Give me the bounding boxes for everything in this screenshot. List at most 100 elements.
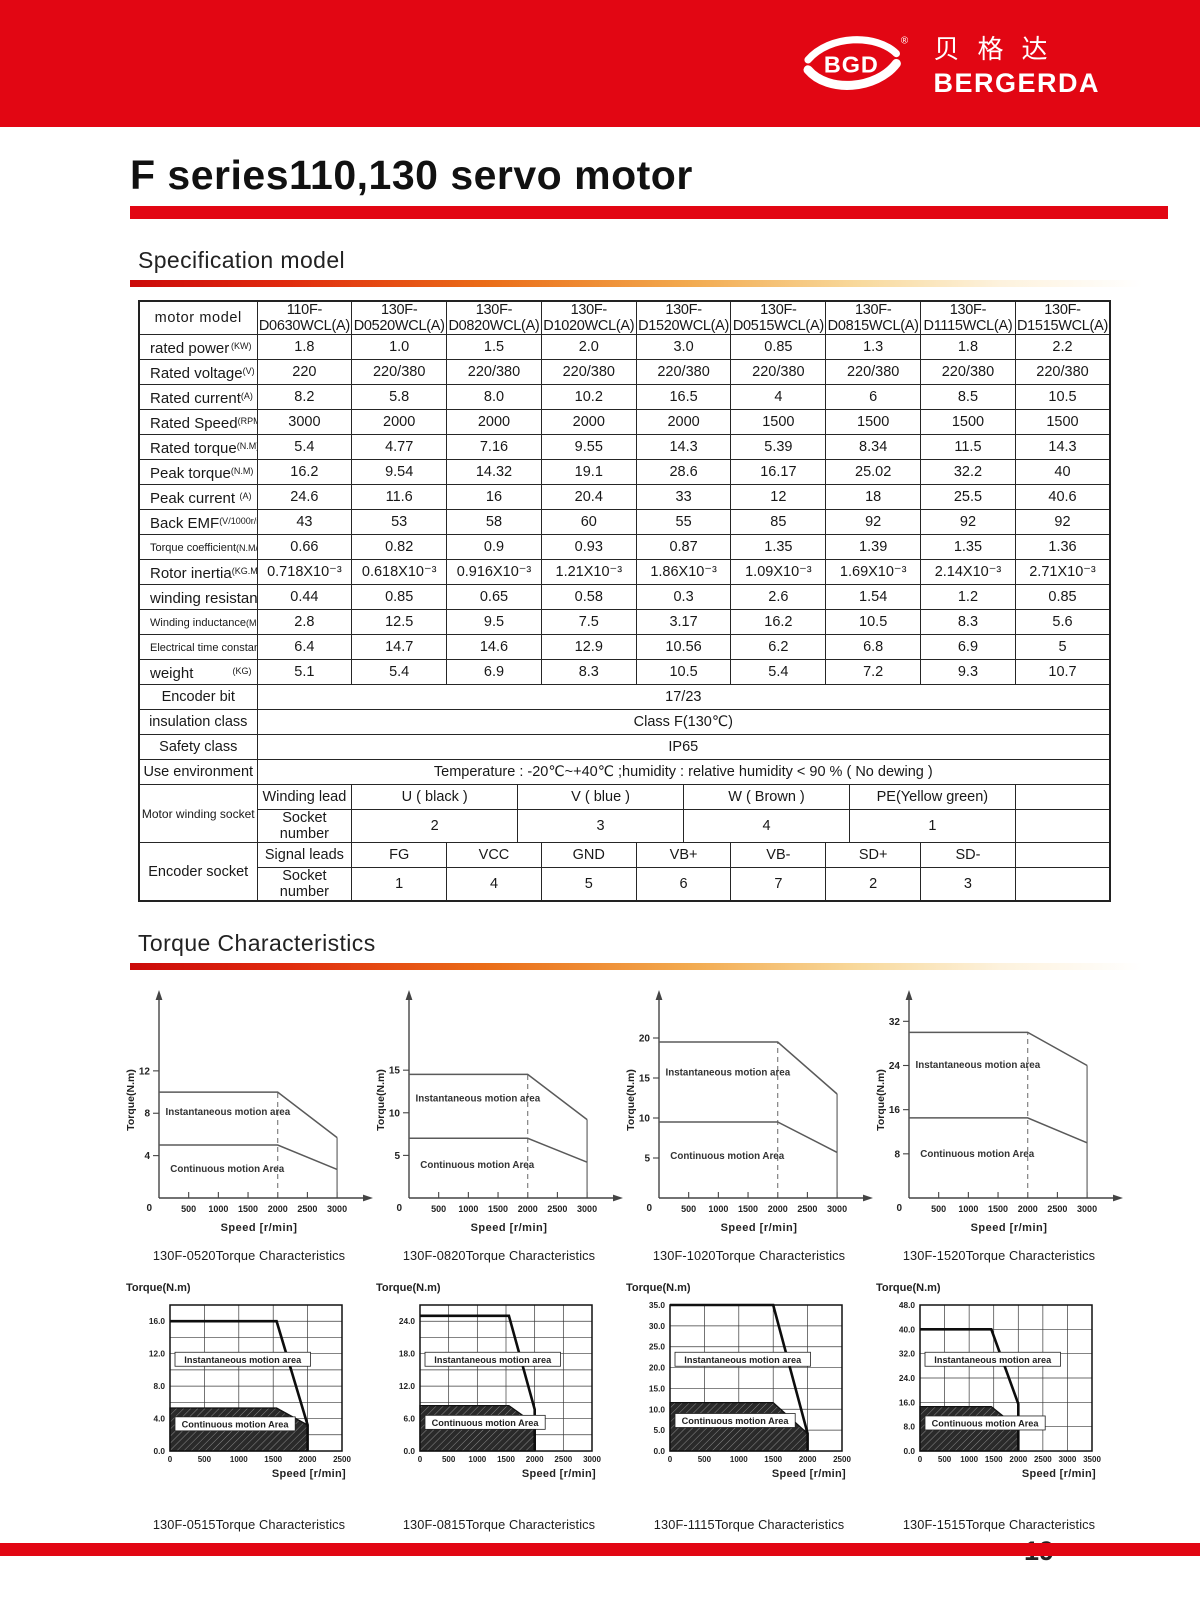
table-header-row: motor model 110F-D0630WCL(A) 130F-D0520WCL… (138, 300, 1111, 335)
chart-canvas: 0.0 6.0 12.0 18.0 24.0 0 500 1000 1500 2000 2500 30… (376, 1282, 601, 1480)
socket-cell: 2 (351, 809, 519, 843)
sub-label: Socket number (256, 809, 353, 843)
spec-value-cell: 0.58 (540, 584, 637, 610)
spec-value-cell: 4.77 (351, 434, 448, 460)
socket-cell: VB+ (635, 842, 732, 868)
svg-text:2500: 2500 (833, 1455, 851, 1464)
brand-chinese-name: 贝格达 (933, 33, 1066, 64)
svg-text:20: 20 (639, 1034, 651, 1045)
torque-charts-row-2: 0.0 4.0 8.0 12.0 16.0 0 500 1000 1500 2000 2500 Tor… (124, 1277, 1200, 1532)
svg-text:8: 8 (894, 1149, 900, 1160)
spec-value-cell: 92 (920, 509, 1016, 535)
svg-text:500: 500 (431, 1204, 446, 1214)
spec-value-cell: 16.5 (635, 384, 732, 410)
chart-caption: 130F-0520Torque Characteristics (152, 1248, 346, 1263)
svg-text:10.0: 10.0 (649, 1404, 666, 1414)
empty-cell (1014, 809, 1111, 843)
spec-value-cell: 2000 (351, 409, 448, 435)
section-heading-specification: Specification model (138, 247, 346, 273)
svg-text:1500: 1500 (985, 1455, 1003, 1464)
svg-text:0: 0 (896, 1203, 902, 1214)
spec-value-cell: 24.6 (256, 484, 353, 510)
torque-chart-130F-1020: 0 500 1000 1500 2000 2500 3000 5 10 15 20 Instantan… (624, 978, 874, 1263)
svg-text:Torque(N.m): Torque(N.m) (125, 1069, 137, 1131)
svg-text:48.0: 48.0 (899, 1300, 916, 1310)
spec-value-cell: 25.5 (920, 484, 1016, 510)
row-label: Torque coefficient(N.M/A) (138, 534, 258, 560)
spec-value-cell: 12 (730, 484, 827, 510)
spec-span-value: IP65 (256, 734, 1111, 760)
svg-text:5.0: 5.0 (653, 1425, 665, 1435)
torque-charts-row-1: 0 500 1000 1500 2000 2500 3000 4 8 12 Instantaneou… (124, 978, 1200, 1263)
spec-value-cell: 9.55 (540, 434, 637, 460)
chart-canvas: 0.0 8.0 16.0 24.0 32.0 40.0 48.0 0 500 1000 1500 20… (876, 1282, 1101, 1480)
torque-chart-130F-1515: 0.0 8.0 16.0 24.0 32.0 40.0 48.0 0 500 1000 1500 20… (874, 1277, 1124, 1532)
socket-row: Socket number 1 4 5 6 7 2 3 (139, 867, 1111, 902)
svg-text:40.0: 40.0 (899, 1324, 916, 1334)
svg-text:1500: 1500 (264, 1455, 282, 1464)
socket-cell: W ( Brown ) (683, 784, 850, 810)
spec-value-cell: 5.8 (351, 384, 448, 410)
spec-value-cell: 14.6 (446, 634, 542, 660)
torque-chart-130F-0815: 0.0 6.0 12.0 18.0 24.0 0 500 1000 1500 2000 2500 30… (374, 1277, 624, 1532)
row-label: Rotor inertia(KG.M²) (138, 559, 258, 585)
socket-cell: 4 (446, 867, 542, 902)
svg-text:Torque(N.m): Torque(N.m) (625, 1069, 637, 1131)
spec-value-cell: 0.3 (635, 584, 732, 610)
svg-text:0: 0 (396, 1203, 402, 1214)
svg-text:3000: 3000 (827, 1204, 847, 1214)
chart-caption: 130F-1520Torque Characteristics (902, 1248, 1096, 1263)
spec-value-cell: 0.93 (540, 534, 637, 560)
chart-caption: 130F-1020Torque Characteristics (652, 1248, 846, 1263)
spec-value-cell: 1.8 (256, 334, 353, 360)
spec-value-cell: 1500 (1014, 409, 1111, 435)
socket-cell: FG (351, 842, 448, 868)
svg-text:2000: 2000 (268, 1204, 288, 1214)
spec-row: winding resistance(Ω)0.440.850.650.580.3… (138, 584, 1111, 610)
socket-cell: 3 (920, 867, 1016, 902)
svg-text:Instantaneous motion area: Instantaneous motion area (416, 1094, 541, 1105)
model-name-cell: 130F-D0820WCL(A) (446, 300, 542, 335)
spec-value-cell: 2.2 (1014, 334, 1111, 360)
svg-text:Speed [r/min]: Speed [r/min] (721, 1222, 798, 1234)
spec-value-cell: 16.2 (256, 459, 353, 485)
svg-text:32: 32 (889, 1017, 901, 1028)
svg-text:25.0: 25.0 (649, 1342, 666, 1352)
spec-value-cell: 10.5 (635, 659, 732, 685)
svg-text:Continuous motion Area: Continuous motion Area (170, 1164, 284, 1175)
svg-text:0: 0 (146, 1203, 152, 1214)
svg-text:2000: 2000 (299, 1455, 317, 1464)
spec-value-cell: 5.4 (256, 434, 353, 460)
svg-text:18.0: 18.0 (399, 1349, 416, 1359)
spec-value-cell: 8.34 (825, 434, 922, 460)
chart-canvas: 0 500 1000 1500 2000 2500 3000 5 10 15 20 Instantan… (625, 990, 873, 1234)
spec-value-cell: 6.9 (920, 634, 1016, 660)
svg-text:30.0: 30.0 (649, 1321, 666, 1331)
svg-text:8: 8 (144, 1109, 150, 1120)
spec-value-cell: 0.65 (446, 584, 542, 610)
svg-text:1500: 1500 (764, 1455, 782, 1464)
spec-value-cell: 220/380 (446, 359, 542, 385)
spec-row: Peak current (A) 24.6 11.6 16 20.4 33 12 18 25.5 4… (138, 484, 1111, 510)
svg-text:4: 4 (144, 1151, 150, 1162)
spec-value-cell: 14.32 (446, 459, 542, 485)
svg-text:0: 0 (646, 1203, 652, 1214)
svg-text:Instantaneous motion area: Instantaneous motion area (916, 1060, 1041, 1071)
row-label: weight (KG) (138, 659, 258, 685)
svg-text:0.0: 0.0 (903, 1446, 915, 1456)
spec-value-cell: 19.1 (540, 459, 637, 485)
svg-text:Instantaneous motion area: Instantaneous motion area (934, 1355, 1052, 1365)
spec-value-cell: 2.14X10⁻³ (920, 559, 1016, 585)
spec-value-cell: 7.5 (540, 609, 637, 635)
socket-cell: 1 (848, 809, 1016, 843)
spec-value-cell: 6.2 (730, 634, 827, 660)
spec-value-cell: 2.71X10⁻³ (1014, 559, 1111, 585)
spec-value-cell: 2.6 (730, 584, 827, 610)
svg-text:Continuous motion Area: Continuous motion Area (420, 1160, 534, 1171)
sub-label: Winding lead (256, 784, 353, 810)
svg-text:8.0: 8.0 (153, 1381, 165, 1391)
spec-value-cell: 0.44 (256, 584, 353, 610)
svg-text:24.0: 24.0 (399, 1316, 416, 1326)
spec-value-cell: 53 (351, 509, 448, 535)
svg-text:500: 500 (931, 1204, 946, 1214)
